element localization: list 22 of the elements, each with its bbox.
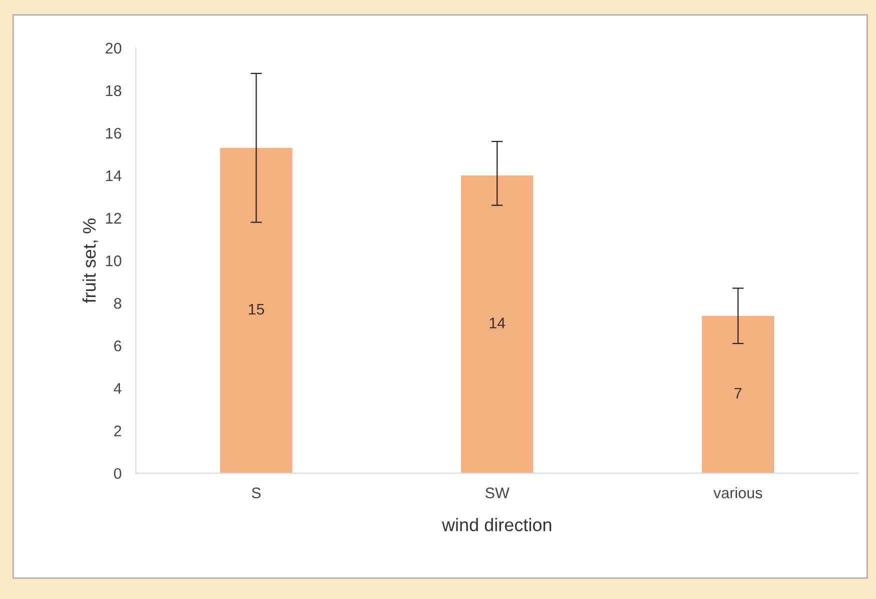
bar: [460, 176, 534, 474]
y-tick-label: 20: [106, 42, 122, 54]
x-axis-title: wind direction: [442, 518, 552, 532]
bar: [702, 316, 774, 474]
x-tick-label: SW: [486, 488, 510, 498]
y-axis-title: fruit set, %: [82, 218, 98, 303]
data-label: 15: [248, 304, 264, 315]
y-tick-label: 8: [114, 298, 122, 309]
data-label: 7: [734, 388, 742, 398]
y-tick-label: 18: [106, 85, 122, 96]
data-label: 14: [490, 318, 506, 328]
x-tick-label: various: [713, 487, 762, 498]
y-tick-label: 12: [106, 212, 122, 224]
y-tick-label: 16: [106, 128, 122, 139]
y-tick-label: 6: [114, 340, 122, 352]
bar: [220, 148, 292, 474]
x-tick-label: S: [252, 488, 261, 498]
y-tick-label: 4: [114, 383, 122, 394]
y-tick-label: 14: [106, 170, 122, 182]
y-tick-label: 10: [106, 255, 122, 266]
y-tick-label: 0: [114, 468, 122, 479]
y-tick-label: 2: [114, 426, 122, 436]
